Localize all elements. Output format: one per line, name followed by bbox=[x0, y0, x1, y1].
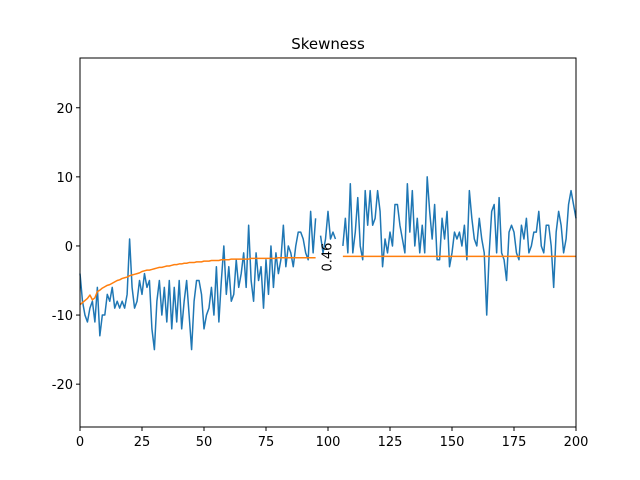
y-tick-label: 20 bbox=[56, 102, 73, 117]
x-tick-label: 50 bbox=[196, 435, 213, 450]
y-tick-label: 0 bbox=[65, 240, 73, 255]
y-tick-label: -20 bbox=[52, 378, 73, 393]
y-tick-label: 10 bbox=[56, 171, 73, 186]
x-tick-label: 75 bbox=[258, 435, 275, 450]
x-tick-label: 0 bbox=[76, 435, 84, 450]
series-line bbox=[79, 176, 577, 351]
x-tick-label: 200 bbox=[564, 435, 589, 450]
series-line bbox=[79, 255, 576, 306]
annotation: 0.46 bbox=[321, 243, 336, 272]
x-tick-label: 150 bbox=[440, 435, 465, 450]
plot-frame bbox=[79, 57, 577, 428]
x-tick-label: 25 bbox=[134, 435, 151, 450]
x-tick-label: 125 bbox=[378, 435, 403, 450]
x-tick-label: 100 bbox=[316, 435, 341, 450]
y-tick-label: -10 bbox=[52, 309, 73, 324]
chart-title: Skewness bbox=[291, 35, 365, 53]
x-tick-label: 175 bbox=[502, 435, 527, 450]
